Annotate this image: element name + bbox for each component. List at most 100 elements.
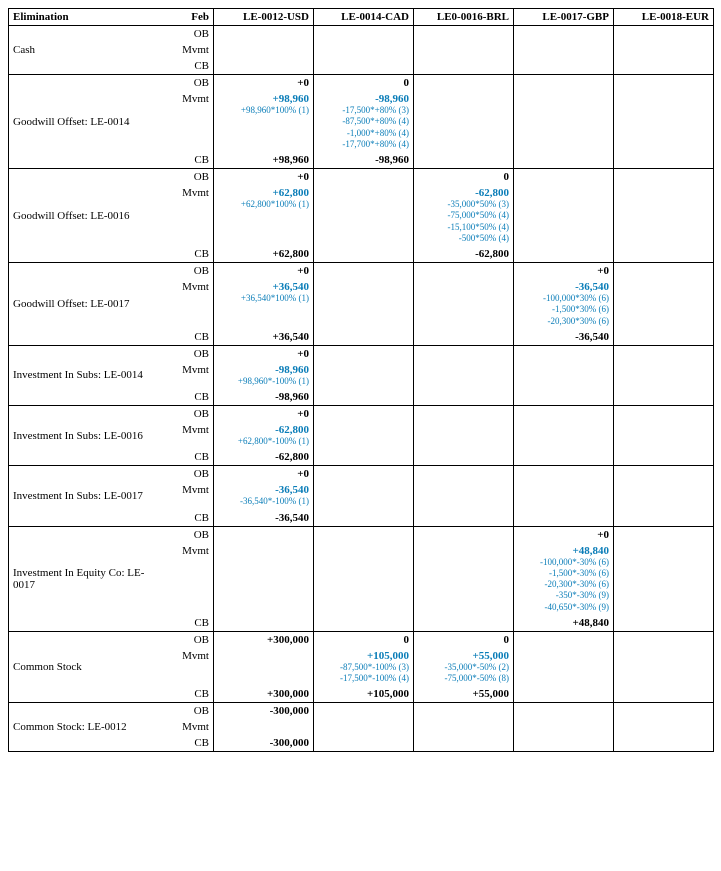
period-cb: CB — [169, 329, 214, 346]
cell-cb — [514, 686, 614, 703]
period-ob: OB — [169, 263, 214, 280]
cell-mvmt — [614, 362, 714, 389]
cell-cb — [314, 449, 414, 466]
cell-ob: 0 — [414, 169, 514, 186]
period-ob: OB — [169, 631, 214, 648]
cell-ob — [614, 631, 714, 648]
cell-cb — [514, 152, 614, 169]
mvmt-detail: -36,540*-100% (1) — [218, 496, 309, 507]
table-row-ob: Investment In Subs: LE-0016OB+0 — [9, 406, 714, 423]
mvmt-detail: -1,000*+80% (4) — [318, 128, 409, 139]
cell-cb — [514, 389, 614, 406]
cell-cb — [314, 246, 414, 263]
cell-mvmt — [514, 482, 614, 509]
cell-mvmt: -36,540-36,540*-100% (1) — [214, 482, 314, 509]
cell-ob: +0 — [214, 406, 314, 423]
cell-cb — [614, 389, 714, 406]
cell-cb — [314, 735, 414, 752]
mvmt-detail: -500*50% (4) — [418, 233, 509, 244]
period-cb: CB — [169, 686, 214, 703]
cell-cb — [414, 735, 514, 752]
mvmt-detail: -35,000*50% (3) — [418, 199, 509, 210]
mvmt-detail: -17,500*-100% (4) — [318, 673, 409, 684]
cell-ob — [214, 26, 314, 43]
cell-cb: -36,540 — [514, 329, 614, 346]
cell-ob — [614, 406, 714, 423]
col-elimination: Elimination — [9, 9, 169, 26]
mvmt-detail: -100,000*-30% (6) — [518, 557, 609, 568]
cell-mvmt — [314, 719, 414, 735]
cell-mvmt — [614, 543, 714, 615]
period-cb: CB — [169, 152, 214, 169]
cell-mvmt — [514, 422, 614, 449]
cell-cb: +48,840 — [514, 615, 614, 632]
cell-cb — [514, 510, 614, 527]
cell-cb: +36,540 — [214, 329, 314, 346]
period-mvmt: Mvmt — [169, 279, 214, 329]
cell-ob — [614, 703, 714, 720]
cell-ob — [614, 26, 714, 43]
cell-mvmt — [314, 422, 414, 449]
cell-mvmt: -98,960-17,500*+80% (3)-87,500*+80% (4)-… — [314, 91, 414, 152]
cell-ob — [614, 169, 714, 186]
cell-ob — [414, 466, 514, 483]
mvmt-main: -36,540 — [518, 281, 609, 293]
cell-ob: -300,000 — [214, 703, 314, 720]
cell-ob — [214, 526, 314, 543]
mvmt-main: +36,540 — [218, 281, 309, 293]
cell-mvmt — [514, 719, 614, 735]
mvmt-detail: -350*-30% (9) — [518, 590, 609, 601]
cell-mvmt — [414, 279, 514, 329]
cell-cb — [514, 58, 614, 75]
period-mvmt: Mvmt — [169, 362, 214, 389]
row-label: Investment In Subs: LE-0016 — [9, 406, 169, 466]
mvmt-detail: -40,650*-30% (9) — [518, 602, 609, 613]
table-row-ob: Investment In Subs: LE-0014OB+0 — [9, 345, 714, 362]
period-mvmt: Mvmt — [169, 42, 214, 58]
mvmt-detail: -87,500*+80% (4) — [318, 116, 409, 127]
row-label: Investment In Subs: LE-0014 — [9, 345, 169, 405]
period-mvmt: Mvmt — [169, 185, 214, 246]
cell-cb: -36,540 — [214, 510, 314, 527]
cell-cb — [614, 686, 714, 703]
cell-mvmt: -62,800-35,000*50% (3)-75,000*50% (4)-15… — [414, 185, 514, 246]
cell-mvmt — [614, 422, 714, 449]
cell-ob — [314, 406, 414, 423]
period-mvmt: Mvmt — [169, 543, 214, 615]
mvmt-detail: -15,100*50% (4) — [418, 222, 509, 233]
cell-ob — [514, 345, 614, 362]
period-mvmt: Mvmt — [169, 422, 214, 449]
cell-mvmt: -36,540-100,000*30% (6)-1,500*30% (6)-20… — [514, 279, 614, 329]
cell-mvmt — [614, 185, 714, 246]
col-le-0012: LE-0012-USD — [214, 9, 314, 26]
cell-mvmt: +105,000-87,500*-100% (3)-17,500*-100% (… — [314, 648, 414, 687]
table-row-ob: CashOB — [9, 26, 714, 43]
cell-mvmt: +98,960+98,960*100% (1) — [214, 91, 314, 152]
cell-ob — [514, 26, 614, 43]
mvmt-detail: +62,800*-100% (1) — [218, 436, 309, 447]
row-label: Investment In Subs: LE-0017 — [9, 466, 169, 526]
cell-mvmt — [314, 42, 414, 58]
cell-ob — [314, 345, 414, 362]
cell-ob: +0 — [214, 466, 314, 483]
cell-mvmt — [414, 91, 514, 152]
cell-ob — [314, 466, 414, 483]
cell-cb — [614, 510, 714, 527]
mvmt-detail: -100,000*30% (6) — [518, 293, 609, 304]
cell-cb — [414, 329, 514, 346]
cell-ob: 0 — [414, 631, 514, 648]
cell-cb — [314, 615, 414, 632]
cell-ob — [514, 169, 614, 186]
period-mvmt: Mvmt — [169, 91, 214, 152]
period-ob: OB — [169, 703, 214, 720]
cell-ob — [314, 26, 414, 43]
mvmt-detail: -75,000*50% (4) — [418, 210, 509, 221]
cell-cb — [614, 449, 714, 466]
table-row-ob: Goodwill Offset: LE-0014OB+00 — [9, 75, 714, 92]
period-cb: CB — [169, 615, 214, 632]
period-ob: OB — [169, 169, 214, 186]
cell-ob — [314, 526, 414, 543]
mvmt-main: +98,960 — [218, 93, 309, 105]
table-row-ob: Goodwill Offset: LE-0017OB+0+0 — [9, 263, 714, 280]
cell-mvmt — [514, 185, 614, 246]
